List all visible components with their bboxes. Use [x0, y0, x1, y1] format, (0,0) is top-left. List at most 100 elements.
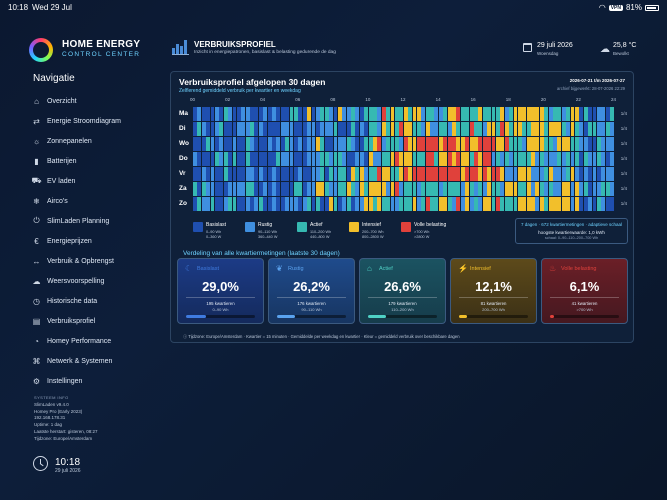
- heatmap-cell: [408, 197, 413, 211]
- heatmap-cell: [394, 167, 399, 181]
- day-count: 1/4: [620, 111, 627, 116]
- sidebar-item-overzicht[interactable]: ⌂ Overzicht: [31, 95, 76, 107]
- heatmap-cell: [232, 182, 237, 196]
- heatmap-cell: [610, 182, 614, 196]
- heatmap-cell: [201, 197, 206, 211]
- moon-icon: ☾: [185, 264, 193, 273]
- legend-power: 800–2800 W: [362, 235, 384, 239]
- heatmap-cell: [553, 197, 557, 211]
- heatmap-cell: [544, 182, 549, 196]
- heatmap-cell: [364, 122, 369, 136]
- heatmap-cell: [267, 197, 272, 211]
- heatmap-cell: [588, 167, 593, 181]
- heatmap-cell: [351, 122, 355, 136]
- heatmap-cell: [421, 152, 426, 166]
- heatmap-cell: [206, 167, 211, 181]
- heatmap-cell: [337, 182, 342, 196]
- heatmap-cell: [570, 197, 575, 211]
- sidebar-item-instellingen[interactable]: ⚙ Instellingen: [31, 375, 83, 387]
- nav-heading: Navigatie: [33, 73, 75, 84]
- heatmap-cell: [482, 107, 487, 121]
- heatmap-cell: [359, 167, 364, 181]
- leaf-icon: ❦: [276, 264, 283, 273]
- heatmap-cell: [373, 122, 377, 136]
- heatmap-cell: [337, 137, 342, 151]
- heatmap-cell: [478, 122, 483, 136]
- heatmap-cell: [241, 197, 246, 211]
- heatmap-cell: [219, 167, 224, 181]
- heatmap-cell: [390, 167, 395, 181]
- sidebar-item-netwerk-systemen[interactable]: ⌘ Netwerk & Systemen: [31, 355, 113, 367]
- heatmap-cell: [263, 197, 268, 211]
- battery-percent: 81%: [625, 3, 642, 12]
- heatmap-cell: [531, 197, 535, 211]
- heatmap-cell: [258, 107, 263, 121]
- heatmap-cell: [232, 152, 237, 166]
- heatmap-cell: [254, 122, 259, 136]
- sidebar-item-ev-laden[interactable]: ⛟ EV laden: [31, 175, 75, 187]
- sidebar-item-verbruiksprofiel[interactable]: ▤ Verbruiksprofiel: [31, 315, 96, 327]
- heatmap-cell: [394, 137, 399, 151]
- sidebar-item-energieprijzen[interactable]: € Energieprijzen: [31, 235, 91, 247]
- heatmap-cell: [346, 137, 351, 151]
- heatmap-cell: [526, 107, 531, 121]
- heatmap-cell: [351, 137, 355, 151]
- sidebar-item-zonnepanelen[interactable]: ☼ Zonnepanelen: [31, 135, 92, 147]
- heatmap-cell: [605, 167, 610, 181]
- day-count: 1/4: [620, 201, 627, 206]
- sidebar-item-verbruik-opbrengst[interactable]: ↔ Verbruik & Opbrengst: [31, 255, 114, 267]
- heatmap-cell: [289, 182, 294, 196]
- heatmap-cell: [390, 137, 395, 151]
- heatmap-cell: [509, 152, 514, 166]
- heatmap-cell: [193, 197, 197, 211]
- heatmap-cell: [311, 152, 316, 166]
- heatmap-cell: [491, 107, 496, 121]
- heatmap-cell: [482, 122, 487, 136]
- heatmap-cell: [482, 137, 487, 151]
- card-percent: 6,1%: [569, 279, 600, 294]
- sidebar-item-slimladen-planning[interactable]: ⏻ SlimLaden Planning: [31, 215, 109, 227]
- heatmap-cell: [236, 137, 241, 151]
- card-progress-fill: [277, 315, 296, 318]
- heatmap-cell: [438, 167, 443, 181]
- heatmap-cell: [324, 167, 329, 181]
- heatmap-cell: [241, 167, 246, 181]
- heatmap-cell: [460, 107, 465, 121]
- sidebar-item-airco-s[interactable]: ❄ Airco's: [31, 195, 68, 207]
- clock-icon: [33, 456, 48, 471]
- heatmap-cell: [408, 137, 413, 151]
- legend-power: >2800 W: [414, 235, 430, 239]
- heatmap-cell: [258, 167, 263, 181]
- legend-power: 360–440 W: [258, 235, 278, 239]
- heatmap-cell: [500, 137, 505, 151]
- heatmap-cell: [500, 182, 505, 196]
- sidebar-item-energie-stroomdiagram[interactable]: ⇄ Energie Stroomdiagram: [31, 115, 121, 127]
- heatmap-cell: [539, 167, 544, 181]
- heatmap-cell: [574, 197, 579, 211]
- heatmap-cell: [214, 197, 219, 211]
- heatmap-cell: [381, 122, 386, 136]
- sidebar-item-historische-data[interactable]: ◷ Historische data: [31, 295, 97, 307]
- card-progress-fill: [186, 315, 206, 318]
- heatmap-cell: [539, 137, 544, 151]
- heatmap-cell: [574, 167, 579, 181]
- heatmap-cell: [285, 182, 290, 196]
- heatmap-cell: [236, 152, 241, 166]
- heatmap-cell: [298, 152, 303, 166]
- sidebar-item-homey-performance[interactable]: ◔ Homey Performance: [31, 335, 111, 347]
- heatmap-row: [193, 152, 614, 166]
- heatmap-cell: [566, 107, 571, 121]
- heatmap-cell: [364, 152, 369, 166]
- system-info-heading: SYSTEEM INFO: [34, 395, 69, 400]
- card-count: 176 kwartieren: [297, 301, 326, 306]
- heatmap-cell: [526, 182, 531, 196]
- sidebar-item-weersvoorspelling[interactable]: ☁ Weersvoorspelling: [31, 275, 105, 287]
- heatmap-cell: [434, 182, 439, 196]
- panel-date-range: 2026-07-21 t/m 2026-07-27: [569, 78, 625, 83]
- heatmap-cell: [601, 182, 606, 196]
- heatmap-cell: [241, 122, 246, 136]
- info-icon: ⓘ: [183, 334, 188, 339]
- heatmap-cell: [443, 107, 448, 121]
- sidebar-item-batterijen[interactable]: ▮ Batterijen: [31, 155, 76, 167]
- heatmap-cell: [474, 182, 478, 196]
